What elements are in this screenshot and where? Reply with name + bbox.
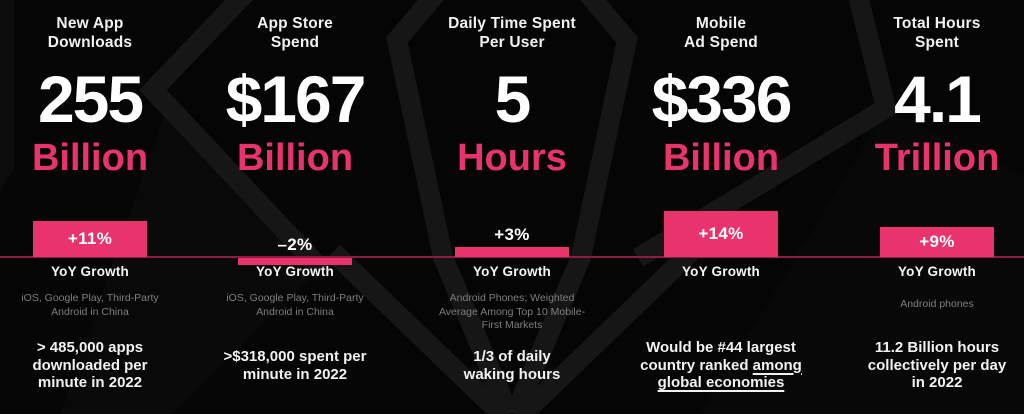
stat-title: Mobile Ad Spend xyxy=(684,15,758,51)
growth-bar-value: +11% xyxy=(67,229,113,248)
stat-column-app-store-spend: App Store Spend $167 Billion YoY Growth … xyxy=(188,0,402,414)
stat-fact: 1/3 of daily waking hours xyxy=(463,348,561,383)
yoy-growth-label: YoY Growth xyxy=(897,264,976,279)
growth-bar xyxy=(880,227,994,257)
growth-bar-value: +9% xyxy=(919,232,955,251)
stat-value: $167 xyxy=(225,62,367,136)
growth-bar xyxy=(238,258,352,265)
stat-value: 5 xyxy=(494,62,532,136)
source-note: iOS, Google Play, Third-Party Android in… xyxy=(21,292,159,318)
stat-value: $336 xyxy=(651,62,793,136)
stat-title: Total Hours Spent xyxy=(893,15,981,51)
stat-title: App Store Spend xyxy=(257,15,333,51)
stat-column-new-app-downloads: New App Downloads 255 Billion YoY Growth… xyxy=(0,0,197,414)
stat-unit: Billion xyxy=(236,137,354,179)
stat-unit: Trillion xyxy=(874,137,1000,179)
stat-column-daily-time-spent: Daily Time Spent Per User 5 Hours YoY Gr… xyxy=(405,0,619,414)
stat-column-total-hours-spent: Total Hours Spent 4.1 Trillion YoY Growt… xyxy=(830,0,1024,414)
stat-unit: Billion xyxy=(31,137,149,179)
yoy-growth-label: YoY Growth xyxy=(472,264,551,279)
yoy-growth-label: YoY Growth xyxy=(681,264,760,279)
yoy-growth-label: YoY Growth xyxy=(255,264,334,279)
stat-value: 255 xyxy=(37,62,144,136)
growth-bar xyxy=(33,221,147,257)
stat-column-mobile-ad-spend: Mobile Ad Spend $336 Billion YoY Growth … xyxy=(614,0,828,414)
economies-link[interactable]: among xyxy=(752,356,802,374)
stat-fact: 11.2 Billion hours collectively per day … xyxy=(867,339,1007,391)
growth-bar xyxy=(455,247,569,257)
fact-text: Would be #44 largest country ranked xyxy=(640,339,796,374)
yoy-growth-label: YoY Growth xyxy=(50,264,129,279)
stat-unit: Billion xyxy=(662,137,780,179)
stat-title: Daily Time Spent Per User xyxy=(448,15,576,51)
stat-fact: >$318,000 spent per minute in 2022 xyxy=(223,348,367,383)
stat-fact: > 485,000 apps downloaded per minute in … xyxy=(32,339,148,391)
growth-baseline xyxy=(0,256,1024,258)
economies-link[interactable]: global economies xyxy=(657,374,785,391)
stat-unit: Hours xyxy=(457,137,567,179)
stat-fact: Would be #44 largest country ranked amon… xyxy=(614,339,828,392)
growth-bar-value: –2% xyxy=(277,235,313,254)
growth-bar-value: +3% xyxy=(494,225,530,244)
stat-value: 4.1 xyxy=(894,62,982,136)
growth-bar-value: +14% xyxy=(698,224,744,243)
growth-bar xyxy=(664,211,778,257)
source-note: iOS, Google Play, Third-Party Android in… xyxy=(226,292,364,318)
stat-title: New App Downloads xyxy=(47,15,133,51)
source-note: Android Phones; Weighted Average Among T… xyxy=(438,292,586,331)
source-note: Android phones xyxy=(900,298,974,310)
